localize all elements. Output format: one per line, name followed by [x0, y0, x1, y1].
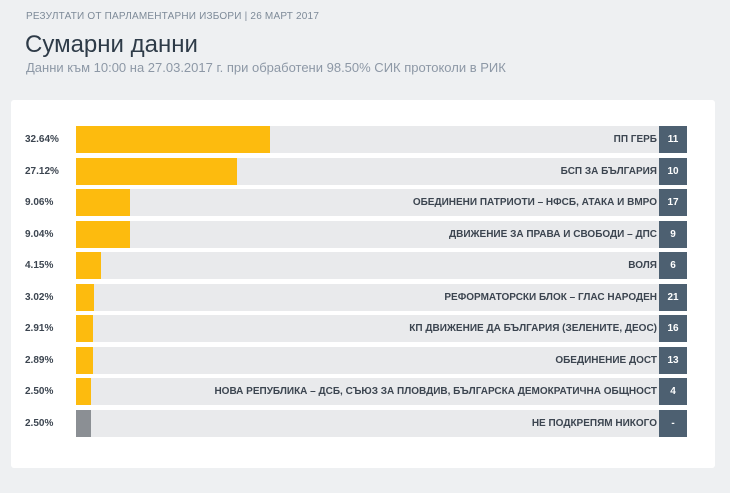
bar-track: ДВИЖЕНИЕ ЗА ПРАВА И СВОБОДИ – ДПС	[76, 220, 669, 248]
bar	[76, 346, 94, 374]
bar-row: 9.04% ДВИЖЕНИЕ ЗА ПРАВА И СВОБОДИ – ДПС 9	[11, 220, 715, 248]
results-chart: 32.64% ПП ГЕРБ 11 27.12% БСП ЗА БЪЛГАРИЯ 10 9.…	[11, 100, 715, 468]
seats-badge: 6	[659, 252, 687, 279]
bar	[76, 378, 91, 405]
bar-track: НЕ ПОДКРЕПЯМ НИКОГО	[76, 409, 669, 437]
bar-row: 27.12% БСП ЗА БЪЛГАРИЯ 10	[11, 157, 715, 185]
party-label: БСП ЗА БЪЛГАРИЯ	[560, 165, 657, 177]
bar-row: 32.64% ПП ГЕРБ 11	[11, 126, 715, 153]
party-label: НЕ ПОДКРЕПЯМ НИКОГО	[531, 417, 657, 429]
kicker: РЕЗУЛТАТИ ОТ ПАРЛАМЕНТАРНИ ИЗБОРИ | 26 М…	[26, 11, 320, 22]
seats-badge: 16	[659, 315, 687, 342]
bar-row: 2.89% ОБЕДИНЕНИЕ ДОСТ 13	[11, 346, 715, 374]
bar-row: 4.15% ВОЛЯ 6	[11, 252, 715, 279]
bar-track: КП ДВИЖЕНИЕ ДА БЪЛГАРИЯ (ЗЕЛЕНИТЕ, ДЕОС)	[76, 315, 669, 342]
bar-row: 3.02% РЕФОРМАТОРСКИ БЛОК – ГЛАС НАРОДЕН 21	[11, 283, 715, 311]
seats-badge: 11	[659, 126, 687, 153]
seats-badge: 13	[659, 346, 687, 374]
party-label: ДВИЖЕНИЕ ЗА ПРАВА И СВОБОДИ – ДПС	[448, 228, 657, 240]
seats-badge: 10	[659, 157, 687, 185]
bar-track: ПП ГЕРБ	[76, 126, 669, 153]
party-label: ОБЕДИНЕНИЕ ДОСТ	[555, 354, 657, 366]
bar-track: ОБЕДИНЕНИЕ ДОСТ	[76, 346, 669, 374]
value-label: 2.91%	[25, 323, 54, 334]
bar	[76, 315, 94, 342]
value-label: 9.04%	[25, 228, 54, 240]
bar-track: ОБЕДИНЕНИ ПАТРИОТИ – НФСБ, АТАКА И ВМРО	[76, 189, 669, 216]
bar-track: РЕФОРМАТОРСКИ БЛОК – ГЛАС НАРОДЕН	[76, 283, 669, 311]
seats-badge: 9	[659, 220, 687, 248]
value-label: 3.02%	[25, 291, 54, 303]
value-label: 4.15%	[25, 260, 54, 271]
value-label: 2.50%	[25, 417, 54, 429]
bar	[76, 220, 130, 248]
bar-track: НОВА РЕПУБЛИКА – ДСБ, СЪЮЗ ЗА ПЛОВДИВ, Б…	[76, 378, 669, 405]
party-label: РЕФОРМАТОРСКИ БЛОК – ГЛАС НАРОДЕН	[444, 291, 657, 303]
bar	[76, 157, 237, 185]
bar-row: 2.91% КП ДВИЖЕНИЕ ДА БЪЛГАРИЯ (ЗЕЛЕНИТЕ, …	[11, 315, 715, 342]
value-label: 27.12%	[25, 165, 59, 177]
seats-badge: 17	[659, 189, 687, 216]
bar-track: БСП ЗА БЪЛГАРИЯ	[76, 157, 669, 185]
party-label: НОВА РЕПУБЛИКА – ДСБ, СЪЮЗ ЗА ПЛОВДИВ, Б…	[214, 386, 657, 397]
bar-row: 2.50% НЕ ПОДКРЕПЯМ НИКОГО -	[11, 409, 715, 437]
bar	[76, 126, 270, 153]
party-label: ОБЕДИНЕНИ ПАТРИОТИ – НФСБ, АТАКА И ВМРО	[412, 197, 657, 208]
bar	[76, 252, 101, 279]
bar	[76, 283, 94, 311]
party-label: ПП ГЕРБ	[613, 134, 657, 145]
bar	[76, 189, 130, 216]
party-label: ВОЛЯ	[628, 260, 657, 271]
seats-badge: 21	[659, 283, 687, 311]
seats-badge: 4	[659, 378, 687, 405]
value-label: 9.06%	[25, 197, 54, 208]
bar-row: 2.50% НОВА РЕПУБЛИКА – ДСБ, СЪЮЗ ЗА ПЛОВД…	[11, 378, 715, 405]
bar	[76, 409, 91, 437]
seats-badge: -	[659, 409, 687, 437]
party-label: КП ДВИЖЕНИЕ ДА БЪЛГАРИЯ (ЗЕЛЕНИТЕ, ДЕОС)	[409, 323, 657, 334]
bar-track: ВОЛЯ	[76, 252, 669, 279]
value-label: 2.89%	[25, 354, 54, 366]
subtitle: Данни към 10:00 на 27.03.2017 г. при обр…	[26, 60, 506, 75]
value-label: 2.50%	[25, 386, 54, 397]
page-title: Сумарни данни	[25, 31, 198, 58]
bar-row: 9.06% ОБЕДИНЕНИ ПАТРИОТИ – НФСБ, АТАКА И …	[11, 189, 715, 216]
value-label: 32.64%	[25, 134, 59, 145]
